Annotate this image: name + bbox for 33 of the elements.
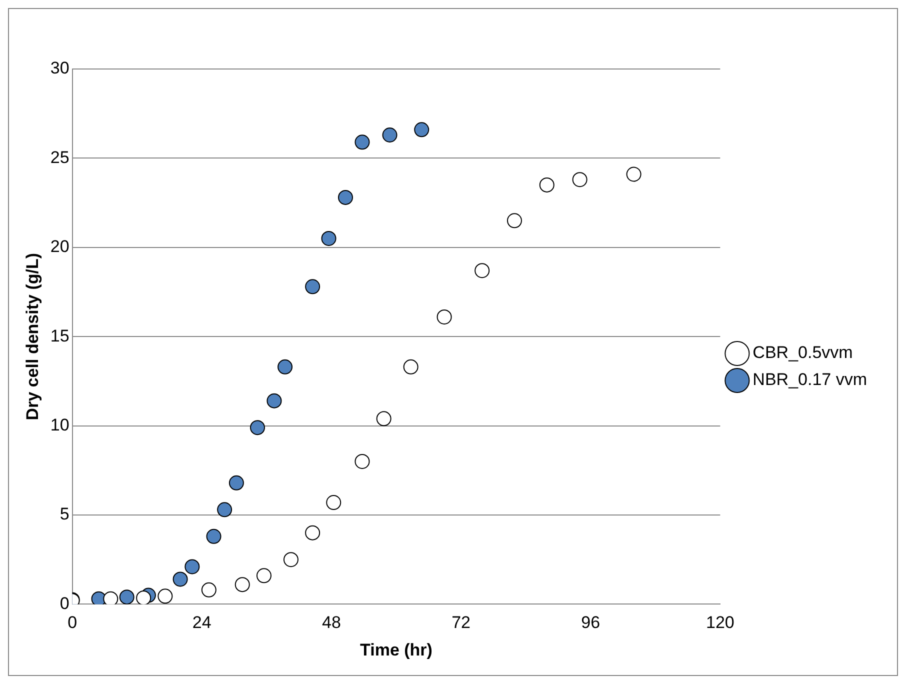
- x-tick-label: 96: [581, 613, 600, 632]
- point: [278, 359, 293, 374]
- point: [382, 128, 398, 143]
- point: [250, 420, 265, 436]
- point: [354, 134, 370, 150]
- point: [184, 559, 200, 574]
- legend-label: CBR_0.5vvm: [752, 343, 853, 362]
- point: [119, 590, 134, 604]
- y-tick-label: 30: [50, 58, 70, 78]
- point: [136, 590, 152, 604]
- point: [228, 475, 244, 490]
- x-tick-label: 120: [706, 613, 734, 632]
- point: [266, 393, 282, 408]
- y-tick-label: 10: [50, 415, 70, 434]
- point: [217, 502, 232, 518]
- y-tick-label: 15: [50, 326, 70, 346]
- point: [321, 230, 336, 246]
- point: [103, 591, 118, 604]
- point: [414, 122, 430, 138]
- point: [305, 279, 320, 294]
- x-tick-label: 48: [322, 613, 341, 632]
- point: [206, 528, 222, 544]
- point: [338, 190, 353, 205]
- x-axis-title: Time (hr): [360, 640, 432, 660]
- legend-label: NBR_0.17 vvm: [752, 370, 868, 390]
- y-tick-label: 0: [60, 594, 70, 613]
- x-tick-label: 72: [452, 613, 470, 632]
- y-tick-label: 5: [60, 504, 70, 524]
- y-tick-label: 20: [50, 237, 70, 256]
- y-tick-label: 25: [50, 148, 70, 167]
- y-axis-title: Dry cell density (g/L): [22, 253, 42, 420]
- x-tick-label: 24: [192, 613, 212, 632]
- point: [172, 572, 188, 587]
